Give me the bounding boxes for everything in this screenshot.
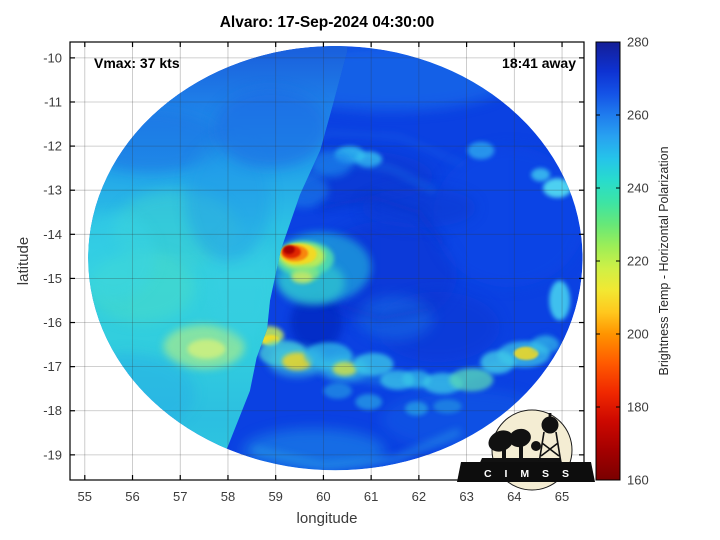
svg-text:-14: -14 (43, 227, 62, 242)
svg-text:-15: -15 (43, 271, 62, 286)
svg-text:240: 240 (627, 181, 649, 196)
svg-text:65: 65 (555, 489, 569, 504)
tick-labels: 55 56 57 58 59 60 61 62 63 64 65 -10 -11 -12 -13 -14 -15… (43, 50, 569, 504)
svg-text:260: 260 (627, 108, 649, 123)
colorbar-label: Brightness Temp - Horizontal Polarizatio… (657, 146, 671, 375)
svg-text:55: 55 (78, 489, 92, 504)
svg-text:-17: -17 (43, 359, 62, 374)
svg-text:-10: -10 (43, 50, 62, 65)
vmax-annotation: Vmax: 37 kts (94, 55, 180, 71)
svg-text:280: 280 (627, 35, 649, 50)
svg-text:62: 62 (412, 489, 426, 504)
cimss-logo: C I M S S (457, 409, 595, 491)
colorbar: 160 180 200 220 240 260 280 (595, 35, 649, 488)
svg-text:56: 56 (125, 489, 139, 504)
svg-text:61: 61 (364, 489, 378, 504)
svg-text:57: 57 (173, 489, 187, 504)
time-away-annotation: 18:41 away (502, 55, 576, 71)
water-tower-icon (538, 413, 562, 464)
x-axis-label: longitude (297, 510, 358, 527)
axes-box (69, 41, 585, 481)
chart-title: Alvaro: 17-Sep-2024 04:30:00 (220, 14, 435, 31)
svg-text:60: 60 (316, 489, 330, 504)
svg-text:64: 64 (507, 489, 521, 504)
svg-text:63: 63 (459, 489, 473, 504)
svg-text:220: 220 (627, 254, 649, 269)
svg-text:-12: -12 (43, 139, 62, 154)
svg-text:160: 160 (627, 473, 649, 488)
svg-text:-18: -18 (43, 403, 62, 418)
y-axis-label: latitude (15, 237, 32, 285)
grid-lines (70, 42, 584, 480)
svg-text:59: 59 (268, 489, 282, 504)
svg-text:58: 58 (221, 489, 235, 504)
svg-text:-11: -11 (44, 94, 62, 109)
logo-banner (457, 462, 595, 482)
svg-text:200: 200 (627, 327, 649, 342)
logo-text: C I M S S (484, 468, 574, 480)
svg-text:-13: -13 (43, 183, 62, 198)
svg-text:-16: -16 (43, 315, 62, 330)
svg-text:-19: -19 (43, 447, 62, 462)
svg-text:180: 180 (627, 400, 649, 415)
